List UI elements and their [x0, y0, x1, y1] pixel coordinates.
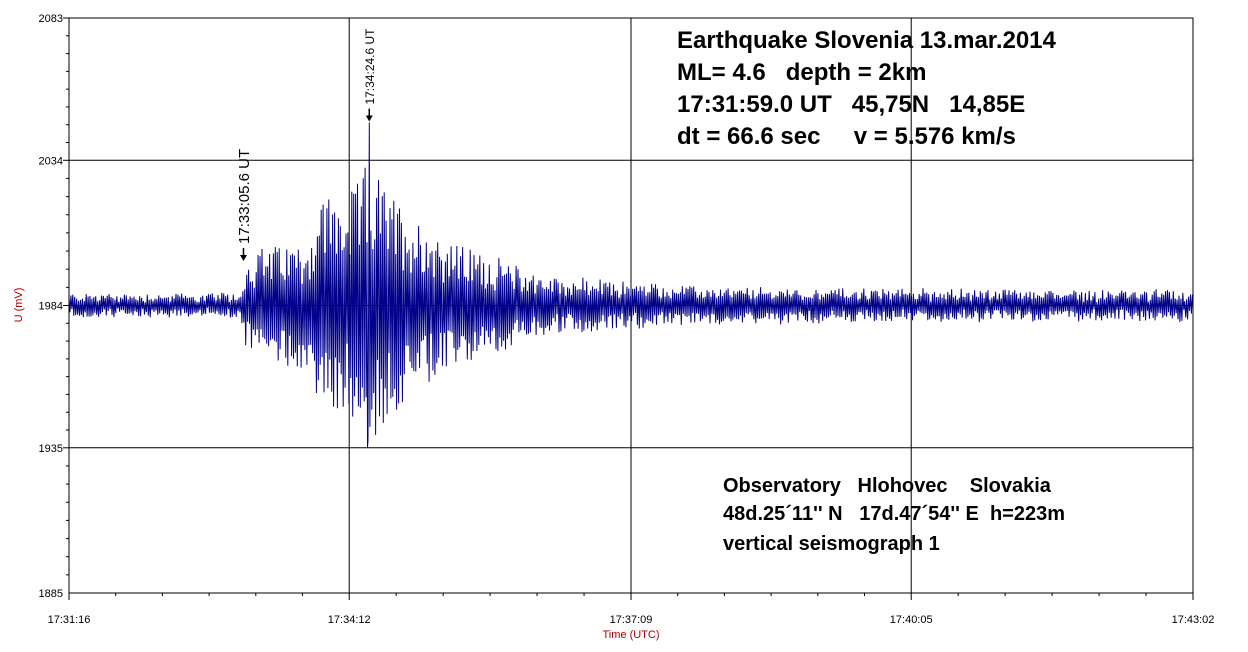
waveform-layer — [68, 122, 1193, 448]
seismic-waveform-series — [68, 122, 1193, 448]
plot-frame — [68, 17, 1194, 594]
x-tick-label: 17:40:05 — [890, 614, 933, 626]
tick-labels: 2083 2034 1984 1935 1885 17:31:16 17:34:12 17:3… — [39, 13, 1215, 626]
x-tick-label: 17:34:12 — [328, 614, 371, 626]
y-axis-title: U (mV) — [13, 288, 25, 323]
y-tick-label: 2083 — [39, 13, 63, 25]
arrival-time-label: 17:34:24.6 UT — [363, 28, 377, 105]
x-tick-label: 17:37:09 — [610, 614, 653, 626]
x-axis-title: Time (UTC) — [602, 629, 659, 641]
arrival-arrow-head — [239, 254, 247, 261]
station-info-block: Observatory Hlohovec Slovakia 48d.25´11'… — [723, 475, 1065, 555]
station-coordinates: 48d.25´11'' N 17d.47´54'' E h=223m — [723, 503, 1065, 525]
arrival-time-label: 17:33:05.6 UT — [236, 149, 253, 244]
event-origin-time-location: 17:31:59.0 UT 45,75N 14,85E — [677, 91, 1025, 118]
event-magnitude-depth: ML= 4.6 depth = 2km — [677, 59, 926, 86]
y-tick-label: 1885 — [39, 588, 63, 600]
y-tick-label: 1984 — [39, 301, 63, 313]
y-tick-label: 1935 — [39, 443, 63, 455]
event-title: Earthquake Slovenia 13.mar.2014 — [677, 27, 1057, 54]
y-tick-label: 2034 — [39, 155, 63, 167]
event-info-block: Earthquake Slovenia 13.mar.2014 ML= 4.6 … — [677, 27, 1057, 150]
event-dt-velocity: dt = 66.6 sec v = 5.576 km/s — [677, 123, 1016, 150]
station-name: Observatory Hlohovec Slovakia — [723, 475, 1052, 497]
station-instrument: vertical seismograph 1 — [723, 533, 940, 555]
arrival-markers: 17:33:05.6 UT 17:34:24.6 UT — [236, 28, 377, 261]
arrival-arrow-head — [365, 115, 373, 122]
x-tick-label: 17:31:16 — [48, 614, 91, 626]
x-tick-label: 17:43:02 — [1172, 614, 1215, 626]
